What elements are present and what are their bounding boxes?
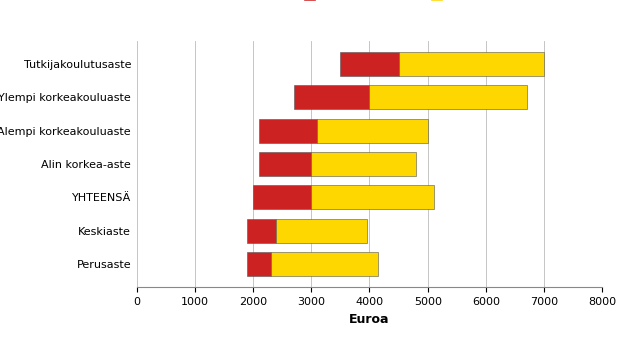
Bar bbox=[247, 219, 276, 243]
Bar bbox=[276, 219, 366, 243]
X-axis label: Euroa: Euroa bbox=[349, 313, 390, 325]
Bar bbox=[399, 52, 544, 76]
Bar bbox=[311, 185, 433, 209]
Bar bbox=[259, 152, 311, 176]
Legend: 1.desiili-mediaani, mediaani-9.desili: 1.desiili-mediaani, mediaani-9.desili bbox=[304, 0, 547, 2]
Bar bbox=[253, 185, 311, 209]
Bar bbox=[340, 52, 399, 76]
Bar bbox=[247, 252, 271, 276]
Bar bbox=[369, 85, 527, 109]
Bar bbox=[294, 85, 369, 109]
Bar bbox=[311, 152, 416, 176]
Bar bbox=[271, 252, 378, 276]
Bar bbox=[317, 119, 428, 143]
Bar bbox=[259, 119, 317, 143]
